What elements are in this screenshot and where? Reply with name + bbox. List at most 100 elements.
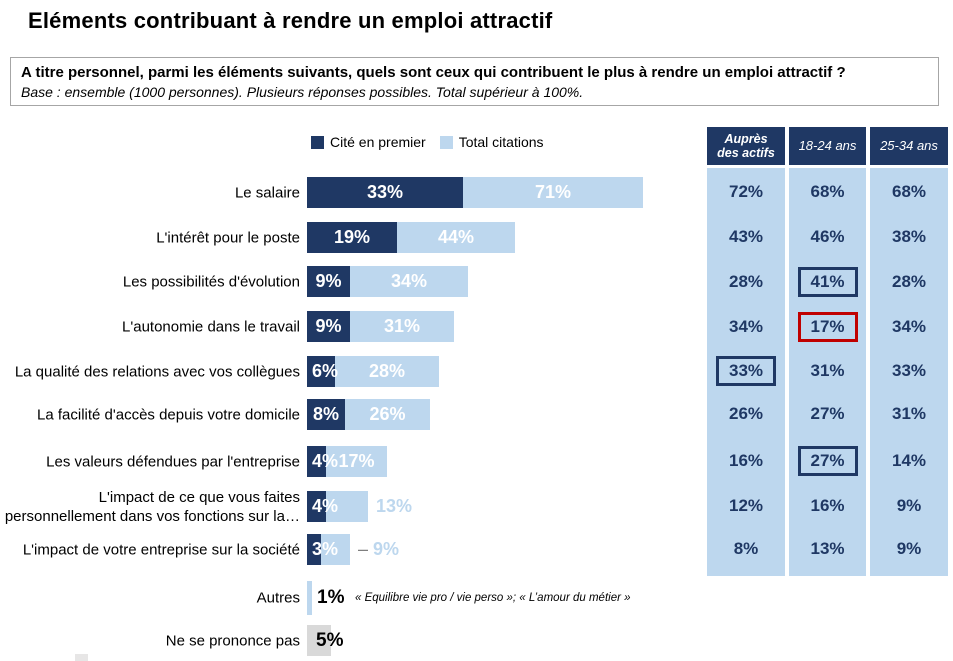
table-value: 12%	[728, 496, 764, 515]
bar-value-first: 19%	[333, 227, 371, 247]
table-column-actifs	[707, 168, 785, 576]
table-header-actifs: Auprès des actifs	[707, 127, 785, 165]
category-label: L'impact de ce que vous faites personnel…	[4, 488, 300, 525]
highlight-box	[797, 312, 858, 342]
legend-item-total-citations: Total citations	[439, 134, 544, 150]
bar-value-first: 4%	[311, 496, 338, 516]
bar-first	[307, 446, 326, 477]
bar-row-autres: Autres 1% « Equilibre vie pro / vie perso …	[0, 581, 953, 615]
category-label: La qualité des relations avec vos collèg…	[14, 363, 300, 380]
bar-total	[321, 534, 350, 565]
table-value: 31%	[891, 404, 927, 423]
bar-row-nsp: Ne se prononce pas 5%	[0, 625, 953, 656]
table-value: 16%	[728, 451, 764, 470]
table-value: 9%	[896, 539, 922, 558]
legend-item-cite-en-premier: Cité en premier	[311, 134, 426, 150]
bar-value-total: 26%	[369, 404, 406, 424]
legend-label: Total citations	[458, 134, 544, 150]
highlight-box	[716, 356, 776, 386]
question-text: A titre personnel, parmi les éléments su…	[21, 64, 846, 81]
table-value: 9%	[896, 496, 922, 515]
bar-row: La facilité d'accès depuis votre domicil…	[0, 399, 953, 430]
bar-value-total: 31%	[383, 316, 421, 336]
category-label: La facilité d'accès depuis votre domicil…	[37, 406, 300, 423]
category-label: Ne se prononce pas	[165, 632, 300, 649]
bar-value-first: 6%	[311, 361, 338, 381]
bar-first	[307, 177, 463, 208]
bar-first	[307, 266, 350, 297]
table-column-18-24	[789, 168, 866, 576]
page-artifact	[75, 654, 88, 661]
category-label: L'intérêt pour le poste	[156, 229, 300, 246]
table-value: 28%	[728, 272, 764, 291]
bar-value-first: 33%	[366, 182, 404, 202]
table-value: 31%	[810, 361, 845, 380]
bar-value-first: 9%	[315, 271, 342, 291]
table-value: 33%	[891, 361, 927, 380]
category-label: Les possibilités d'évolution	[122, 273, 300, 290]
legend-label: Cité en premier	[330, 134, 426, 150]
table-value: 13%	[810, 539, 845, 558]
table-value: 8%	[733, 539, 759, 558]
bar-value-total: 1%	[317, 587, 345, 608]
bar-value-total: –9%	[358, 539, 400, 559]
bar-first	[307, 491, 326, 522]
table-value: 68%	[810, 182, 845, 201]
page-title: Eléments contribuant à rendre un emploi …	[28, 8, 553, 33]
bar-total	[326, 491, 368, 522]
bar-value-first: 9%	[315, 316, 342, 336]
bar-total	[350, 311, 454, 342]
bar-value-nsp: 5%	[316, 629, 344, 651]
bar-value-total: 71%	[534, 182, 572, 202]
bar-value-total: 28%	[368, 361, 406, 381]
bar-total	[345, 399, 430, 430]
table-value: 33%	[728, 361, 764, 380]
bar-row: Le salaire 33% 71%	[0, 177, 953, 208]
table-value: 43%	[728, 227, 764, 246]
category-label: Autres	[256, 589, 300, 607]
category-label: L'impact de votre entreprise sur la soci…	[22, 541, 300, 558]
bar-value-first: 4%	[311, 451, 338, 471]
table-value: 14%	[891, 451, 927, 470]
table-value: 16%	[810, 496, 845, 515]
table-value: 72%	[728, 182, 764, 201]
bar-value-first: 3%	[311, 539, 338, 559]
bar-value-total: 34%	[390, 271, 428, 291]
bar-first	[307, 311, 350, 342]
other-note: « Equilibre vie pro / vie perso »; « L’a…	[355, 592, 631, 604]
bar-row: L'intérêt pour le poste 19% 44%	[0, 222, 953, 253]
bar-row: L'impact de ce que vous faites personnel…	[0, 489, 953, 525]
bar-first	[307, 222, 397, 253]
bar-total	[307, 581, 312, 615]
legend-swatch-navy-icon	[311, 135, 324, 149]
table-value: 27%	[810, 404, 845, 423]
category-label: L'autonomie dans le travail	[122, 318, 300, 335]
bar-total	[335, 356, 439, 387]
bar-value-total: 13%	[376, 496, 413, 516]
question-box: A titre personnel, parmi les éléments su…	[10, 57, 939, 106]
table-value: 38%	[891, 227, 927, 246]
table-column-25-34	[870, 168, 948, 576]
table-value: 46%	[810, 227, 845, 246]
bar-total	[397, 222, 515, 253]
table-header-25-34: 25-34 ans	[870, 127, 948, 165]
category-label: Les valeurs défendues par l'entreprise	[46, 453, 300, 470]
legend-swatch-lightblue-icon	[439, 135, 453, 149]
bar-first	[307, 356, 335, 387]
question-base: Base : ensemble (1000 personnes). Plusie…	[21, 84, 584, 100]
leader-dash: –	[358, 539, 369, 559]
table-value: 34%	[728, 317, 764, 336]
table-value: 28%	[891, 272, 927, 291]
bar-row: La qualité des relations avec vos collèg…	[0, 356, 953, 387]
table-value: 26%	[728, 404, 764, 423]
highlight-box	[797, 267, 858, 297]
table-value: 41%	[810, 272, 845, 291]
bar-row: Les possibilités d'évolution 9% 34%	[0, 266, 953, 297]
chart-legend: Cité en premier Total citations	[311, 134, 544, 150]
highlight-box	[797, 446, 858, 476]
bar-row: L'impact de votre entreprise sur la soci…	[0, 534, 953, 565]
bar-first	[307, 399, 345, 430]
table-value: 17%	[810, 317, 845, 336]
